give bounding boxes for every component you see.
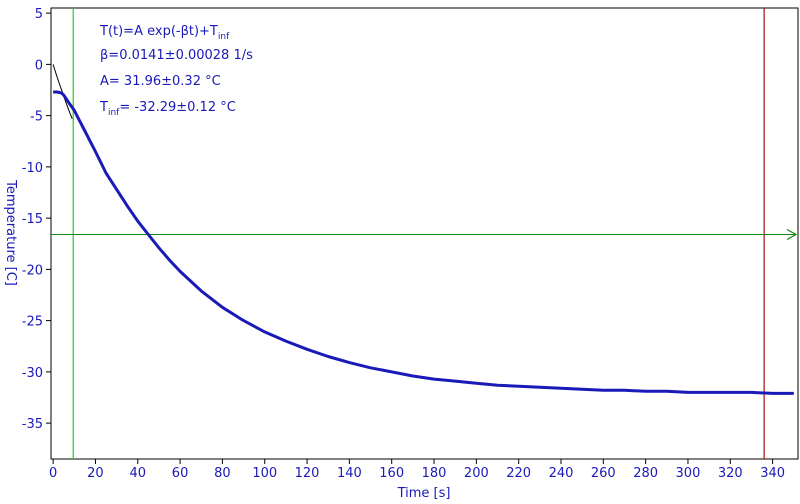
y-tick-label: -20 — [22, 263, 43, 278]
x-tick-label: 140 — [337, 466, 362, 481]
annotation-tinf: Tinf= -32.29±0.12 °C — [99, 100, 236, 118]
x-tick-label: 0 — [49, 466, 57, 481]
x-tick-label: 60 — [172, 466, 189, 481]
x-tick-label: 300 — [676, 466, 701, 481]
y-tick-label: 0 — [35, 58, 43, 73]
y-tick-label: -15 — [22, 212, 43, 227]
x-tick-label: 340 — [760, 466, 785, 481]
x-tick-label: 320 — [718, 466, 743, 481]
level-arrowhead — [786, 229, 798, 241]
annotation-beta: β=0.0141±0.00028 1/s — [100, 48, 253, 63]
annotation-formula: T(t)=A exp(-βt)+Tinf — [99, 24, 230, 42]
x-tick-label: 100 — [252, 466, 277, 481]
fit-annotation: T(t)=A exp(-βt)+Tinf β=0.0141±0.00028 1/… — [99, 24, 253, 118]
x-axis-title: Time [s] — [397, 486, 451, 501]
x-tick-label: 20 — [87, 466, 104, 481]
x-tick-label: 120 — [295, 466, 320, 481]
y-tick-label: -30 — [22, 366, 43, 381]
y-tick-label: -25 — [22, 315, 43, 330]
y-tick-label: -5 — [30, 110, 43, 125]
y-tick-label: -10 — [22, 161, 43, 176]
annotation-amplitude: A= 31.96±0.32 °C — [100, 74, 221, 89]
series-line — [53, 90, 794, 395]
y-axis-title: Temperature [C] — [3, 179, 18, 286]
plot-frame — [50, 7, 799, 460]
x-tick-label: 160 — [379, 466, 404, 481]
x-tick-label: 240 — [549, 466, 574, 481]
x-tick-label: 80 — [214, 466, 231, 481]
x-tick-label: 260 — [591, 466, 616, 481]
y-tick-label: -35 — [22, 417, 43, 432]
chart-marks: 0 20 40 60 80 100 120 140 160 180 200 220 240 260 280 3… — [22, 7, 799, 481]
x-tick-label: 220 — [506, 466, 531, 481]
x-tick-label: 180 — [422, 466, 447, 481]
y-tick-label: 5 — [35, 7, 43, 22]
x-tick-label: 200 — [464, 466, 489, 481]
plot-background — [51, 8, 798, 459]
x-tick-label: 280 — [633, 466, 658, 481]
x-tick-label: 40 — [129, 466, 146, 481]
